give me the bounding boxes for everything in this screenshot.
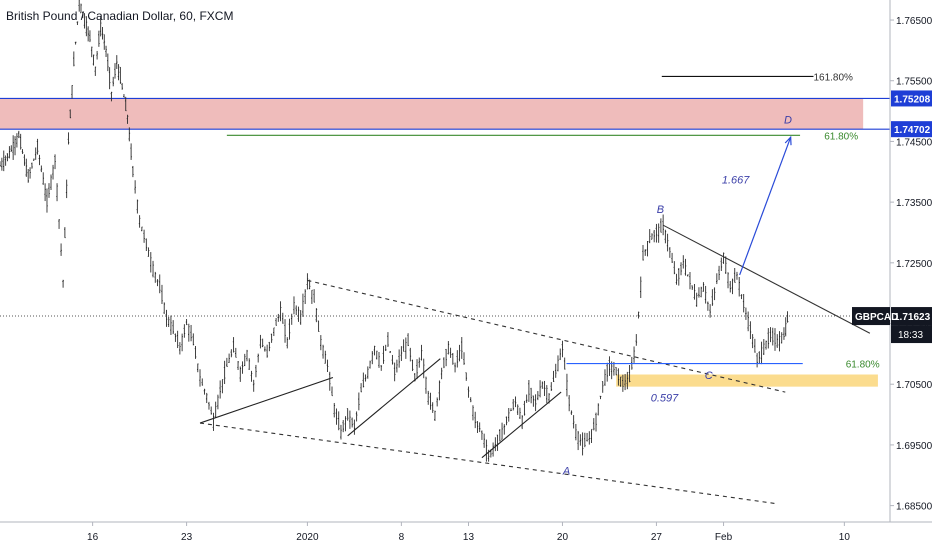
annotation-label: A [562, 465, 570, 477]
symbol-label: GBPCAD [855, 312, 898, 323]
lower-channel [199, 422, 778, 505]
symbol-badge [852, 307, 890, 326]
annotation-label: 1.667 [722, 175, 750, 187]
projection-arrowhead [784, 135, 792, 146]
price-axis-label: 1.72500 [896, 259, 932, 270]
price-axis-label: 1.73500 [896, 198, 932, 209]
annotation-label: 0.597 [651, 393, 679, 405]
time-axis-label: 23 [181, 532, 193, 543]
time-axis-label: 2020 [296, 532, 319, 543]
resistance-zone [0, 98, 864, 130]
projection-arrow [739, 136, 792, 276]
time-axis-label: Feb [715, 532, 733, 543]
price-axis-label: 1.70500 [896, 380, 932, 391]
price-axis-label: 1.76500 [896, 16, 932, 27]
time-axis-label: 8 [399, 532, 405, 543]
annotation-label: 61.80% [846, 360, 880, 371]
wave-3 [481, 391, 562, 459]
time-axis-label: 27 [651, 532, 663, 543]
price-series [0, 0, 789, 462]
price-axis-label: 1.68500 [896, 502, 932, 513]
annotation-label: 61.80% [824, 131, 858, 142]
level-badge-label: 1.75208 [894, 94, 931, 105]
annotation-label: C [705, 370, 713, 382]
time-axis-label: 16 [87, 532, 99, 543]
current-price-label: 1.71623 [894, 312, 931, 323]
price-axis-label: 1.74500 [896, 137, 932, 148]
time-axis-label: 13 [463, 532, 475, 543]
annotation-label: 161.80% [813, 72, 853, 83]
price-axis-label: 1.75500 [896, 77, 932, 88]
current-price-badge [891, 307, 932, 326]
annotation-label: D [784, 115, 792, 127]
wave-2 [347, 358, 441, 437]
target-zone-c [616, 374, 878, 387]
wave-1 [199, 377, 334, 424]
level-badge-label: 1.74702 [894, 125, 931, 136]
wedge-upper [662, 224, 871, 334]
countdown-label: 18:33 [898, 330, 923, 341]
level-badge [891, 121, 932, 138]
upper-channel [307, 279, 786, 393]
level-badge [891, 90, 932, 107]
time-axis-label: 10 [839, 532, 851, 543]
countdown-badge [891, 325, 932, 344]
price-axis-label: 1.69500 [896, 441, 932, 452]
chart-title: British Pound / Canadian Dollar, 60, FXC… [6, 9, 234, 23]
time-axis-label: 20 [557, 532, 569, 543]
annotation-label: B [657, 204, 664, 216]
